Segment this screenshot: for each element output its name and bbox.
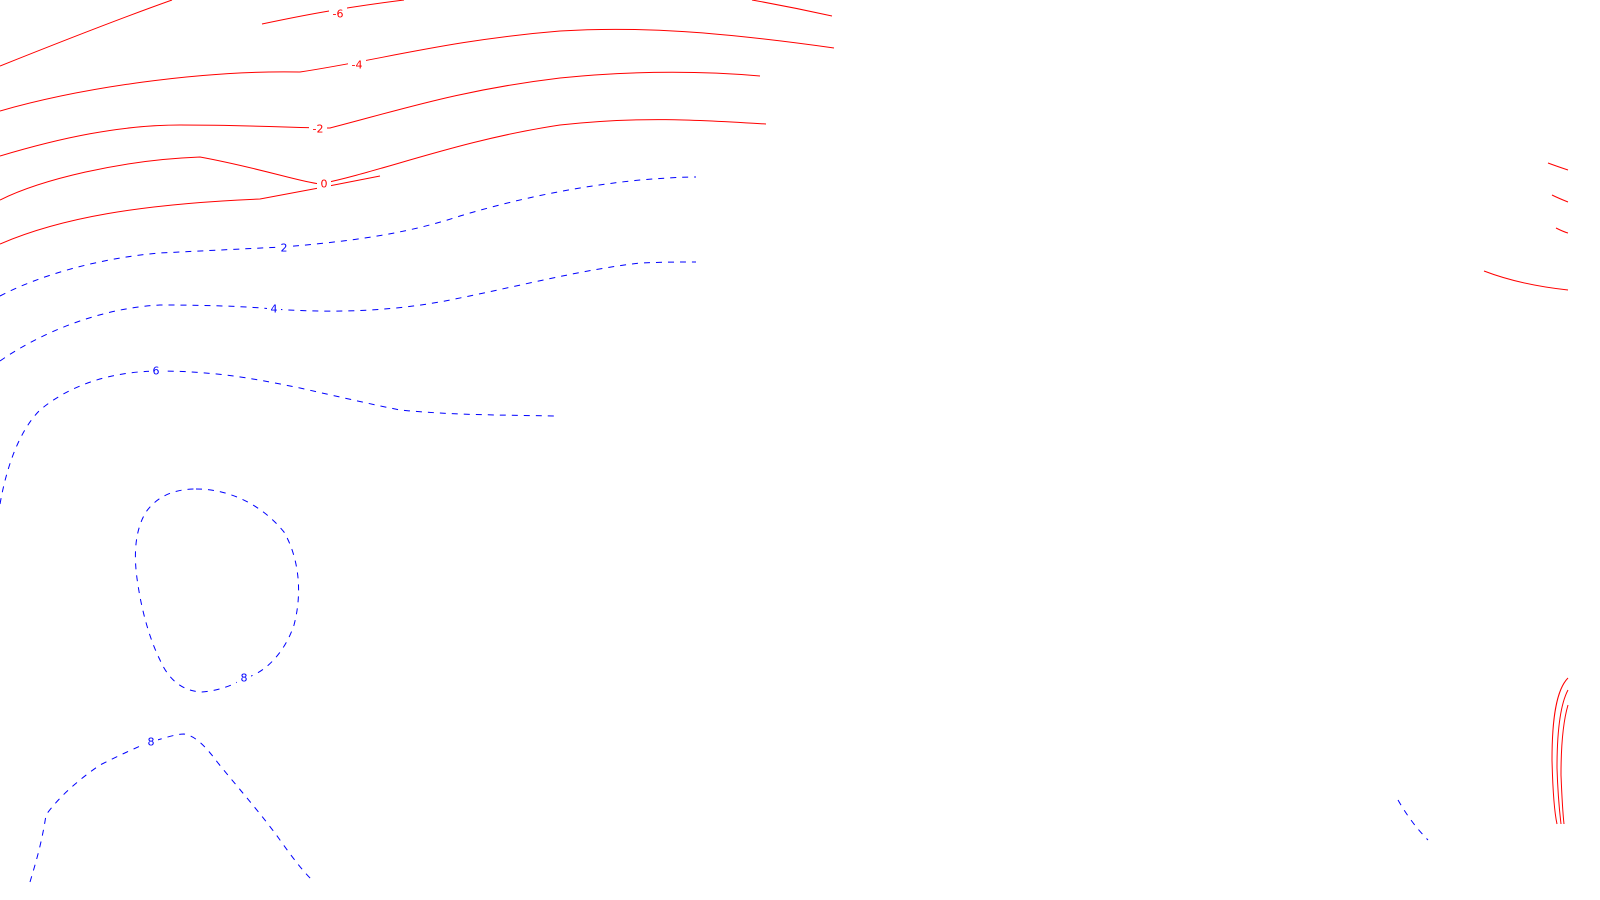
contour-line-neg-extra [0, 175, 381, 245]
contour-line-right-hook-2 [1556, 689, 1569, 825]
contour-line-pos8-loop [134, 488, 300, 693]
contour-line-right-a [1547, 162, 1569, 171]
label-neg4: -4 [352, 59, 363, 72]
contour-line-neg2 [0, 71, 761, 157]
contour-line-right-hook-3 [1560, 704, 1569, 825]
contour-line-zero [0, 119, 767, 201]
label-pos6: 6 [153, 365, 160, 378]
contour-line-neg6-a [0, 0, 173, 67]
label-pos8-lower: 8 [148, 736, 155, 749]
label-pos8-loop: 8 [241, 672, 248, 685]
contour-labels: -6 -4 -2 0 2 4 6 8 8 [144, 7, 366, 749]
contour-line-pos-right [1397, 799, 1429, 841]
contour-line-neg4 [0, 28, 835, 112]
contour-line-right-b [1551, 194, 1569, 203]
label-neg2: -2 [313, 123, 324, 136]
label-pos4: 4 [271, 303, 278, 316]
contour-line-pos8-lower [29, 733, 313, 883]
contour-line-pos2 [0, 176, 697, 297]
positive-contours [0, 176, 1429, 883]
contour-line-pos6 [0, 370, 558, 505]
contour-line-right-d [1483, 270, 1569, 291]
label-neg6: -6 [333, 8, 344, 21]
negative-contours [0, 0, 1569, 825]
contour-line-neg6-c [751, 0, 833, 17]
label-pos2: 2 [281, 242, 288, 255]
label-zero: 0 [321, 178, 328, 191]
contour-line-pos4 [0, 261, 697, 362]
contour-line-right-c [1555, 227, 1569, 234]
contour-line-right-hook-1 [1551, 677, 1569, 825]
contour-line-neg6-b [261, 0, 405, 25]
